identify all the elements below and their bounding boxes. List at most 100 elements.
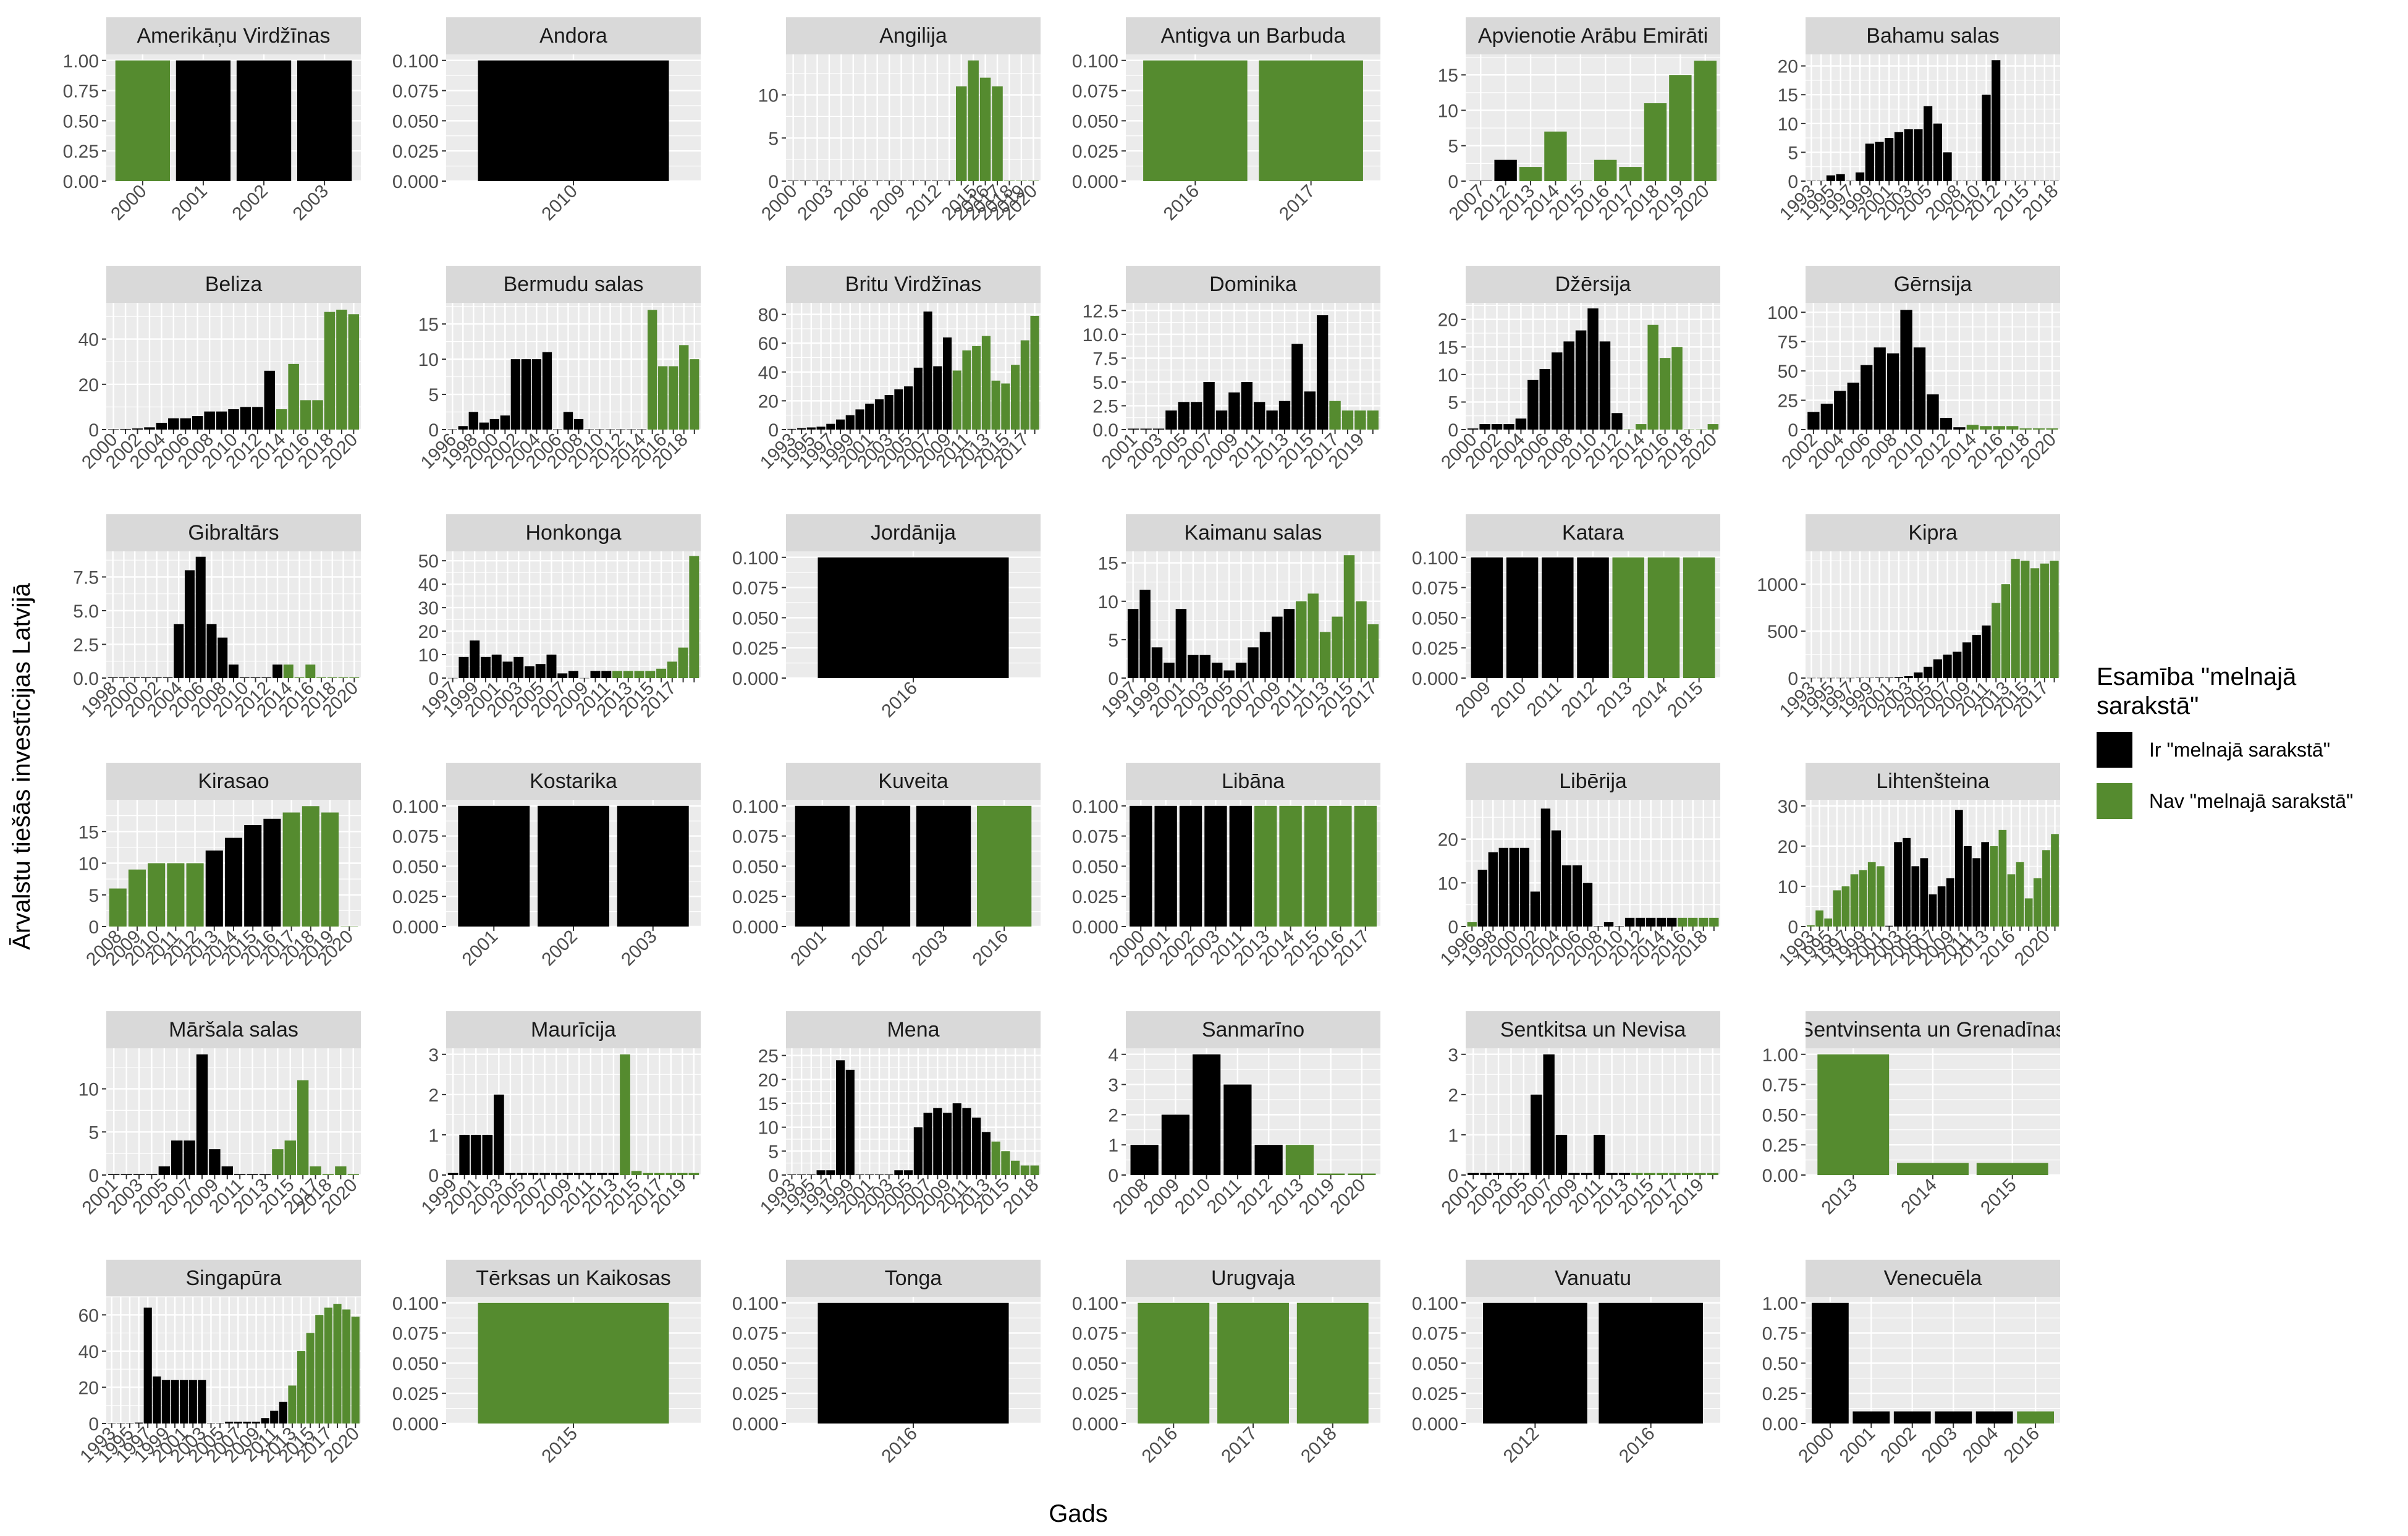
facet-strip: [446, 266, 701, 303]
facet-title: Māršala salas: [169, 1018, 298, 1042]
x-tick-label: 2013: [1818, 1175, 1862, 1219]
bar: [140, 677, 151, 678]
plot-panel: [1806, 54, 2060, 181]
y-tick-label: 0.75: [1762, 1076, 1798, 1096]
y-tick-label: 10: [1438, 101, 1458, 121]
y-tick-label: 0: [1788, 917, 1798, 938]
y-tick-label: 7.5: [1092, 349, 1118, 369]
panel-31: Tērksas un Kaikosas 0.000 0.025 0.050 0.075 0…: [392, 1260, 701, 1467]
bar: [1193, 1054, 1221, 1175]
y-tick-label: 0.100: [392, 51, 439, 72]
y-tick-label: 0.100: [1072, 797, 1118, 817]
panel-1: Andora 0.000 0.025 0.050 0.075 0.100 2010: [392, 17, 701, 224]
bar: [175, 60, 231, 181]
bar: [923, 311, 932, 430]
bar: [690, 359, 699, 430]
bar: [1859, 870, 1867, 927]
y-tick-label: 0.025: [732, 1384, 779, 1404]
panel-30: Singapūra0204060199319951997199920012003…: [76, 1260, 363, 1467]
bar: [108, 1423, 116, 1424]
y-tick-label: 0.025: [732, 887, 779, 907]
bar: [1694, 1173, 1706, 1175]
panel-24: Māršala salas051020012003200520072009201…: [78, 1011, 361, 1218]
x-tick-label: 2019: [1295, 1175, 1339, 1219]
bar: [342, 1309, 351, 1424]
bar: [116, 1423, 125, 1424]
bar: [1647, 325, 1658, 430]
bar: [261, 677, 272, 678]
bar: [620, 1054, 630, 1175]
legend-key-not-blacklisted: [2097, 783, 2132, 819]
bar: [1527, 380, 1539, 430]
bar: [1953, 651, 1962, 678]
bar: [458, 805, 530, 927]
y-tick-label: 2: [1448, 1085, 1458, 1106]
panel-27: Sanmarīno0123420082009201020112012201320…: [1108, 1011, 1380, 1218]
bar: [458, 656, 469, 678]
facet-strip: [1806, 17, 2060, 54]
bar: [174, 624, 184, 678]
x-tick-label: 2002: [847, 927, 891, 970]
bar: [1505, 1173, 1517, 1175]
bar: [1975, 1411, 2013, 1424]
panel-0: Amerikāņu Virdžīnas 0.00 0.25 0.50 0.75 1.00 2…: [63, 17, 361, 224]
x-tick-label: 2015: [1977, 1175, 2021, 1219]
bar: [787, 180, 799, 181]
bar: [125, 1423, 134, 1424]
plot-panel: [106, 1048, 361, 1175]
panel-25: Maurīcija0123199920012003200520072009201…: [418, 1011, 701, 1218]
bar: [871, 180, 883, 181]
bar: [1647, 557, 1680, 678]
y-tick-label: 0.50: [1762, 1105, 1798, 1126]
bar: [1587, 308, 1599, 430]
bar: [797, 1174, 806, 1175]
bar: [894, 389, 903, 430]
bar: [297, 1080, 309, 1175]
y-tick-label: 0: [1108, 1166, 1118, 1186]
bar: [667, 661, 677, 678]
bar: [1993, 426, 2005, 430]
bar: [2021, 561, 2030, 678]
y-tick-label: 50: [1778, 362, 1798, 382]
bar: [156, 423, 167, 430]
facet-title: Beliza: [205, 273, 263, 296]
y-tick-label: 5: [1108, 630, 1118, 651]
bar: [153, 1376, 161, 1424]
bar: [1191, 402, 1202, 430]
facet-title: Kirasao: [198, 770, 269, 793]
bar: [310, 1166, 321, 1175]
bar: [1130, 1145, 1159, 1175]
bar: [1699, 917, 1709, 927]
bar: [1494, 159, 1517, 181]
x-tick-label: 2011: [1203, 1175, 1246, 1218]
bar: [643, 1173, 653, 1175]
bar: [1001, 1151, 1010, 1175]
x-tick-label: 2001: [458, 927, 502, 970]
bar: [1824, 918, 1833, 927]
bar: [1707, 1173, 1718, 1175]
bar: [2046, 428, 2058, 430]
bar: [1515, 418, 1527, 430]
bar: [1020, 1165, 1029, 1175]
x-tick-label: 2004: [1959, 1424, 2003, 1467]
bar: [302, 806, 319, 927]
x-tick-label: 2015: [538, 1424, 581, 1467]
bar: [1980, 426, 1992, 430]
bar: [1635, 917, 1645, 927]
y-tick-label: 100: [1767, 303, 1798, 323]
bar: [1894, 842, 1902, 927]
bar: [1506, 557, 1539, 678]
y-tick-label: 3: [1108, 1076, 1118, 1096]
bar: [305, 664, 316, 678]
bar: [1348, 1173, 1376, 1175]
bar: [161, 1380, 170, 1424]
bar: [312, 400, 323, 430]
bar: [979, 77, 991, 181]
panel-3: Antigva un Barbuda 0.000 0.025 0.050 0.075 0.…: [1072, 17, 1380, 224]
legend-title-line2: sarakstā": [2097, 692, 2199, 719]
panel-13: Honkonga01020304050199719992001200320052…: [417, 514, 701, 721]
bar: [502, 661, 513, 678]
panel-7: Bermudu salas051015199619982000200220042…: [417, 266, 701, 473]
